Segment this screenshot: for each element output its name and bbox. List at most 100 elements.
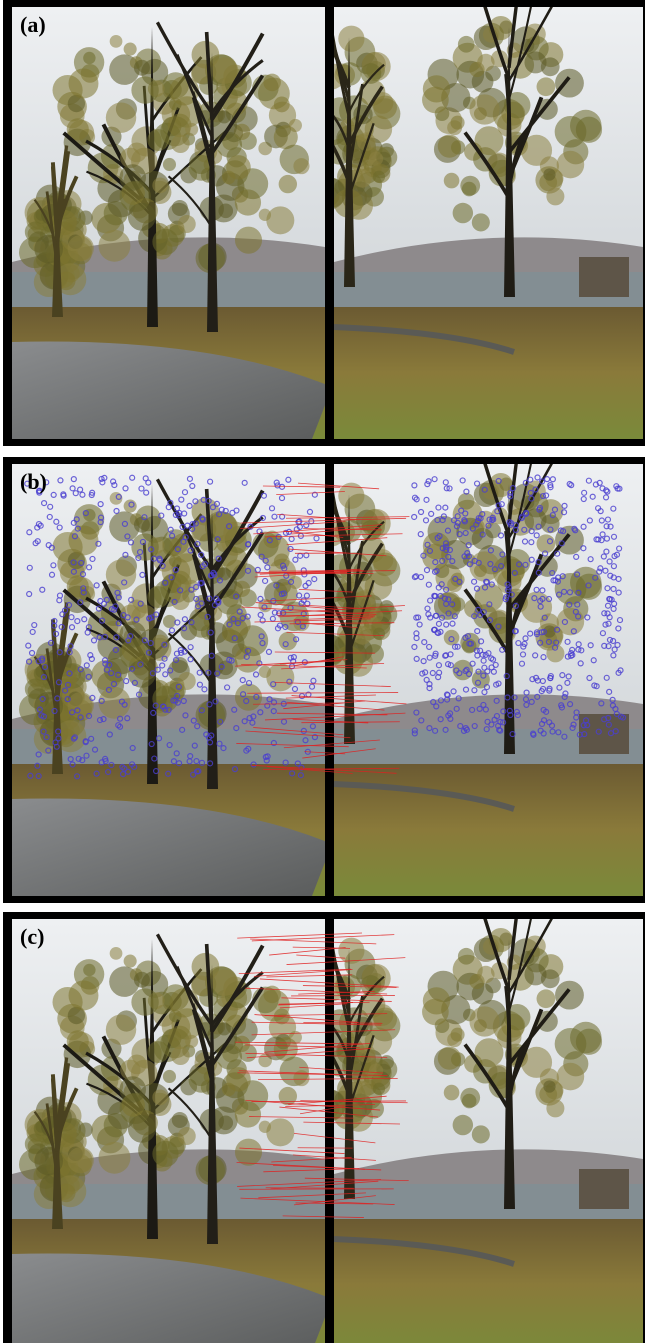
foliage (185, 123, 198, 136)
foliage (152, 1089, 168, 1105)
foliage (537, 989, 556, 1008)
foliage (458, 948, 475, 965)
foliage (546, 644, 564, 662)
foliage (259, 666, 271, 678)
foliage (259, 1121, 271, 1133)
panel: (a) (3, 0, 645, 446)
foliage (185, 1035, 198, 1048)
foliage (222, 628, 236, 642)
foliage (453, 203, 473, 223)
foliage (131, 988, 158, 1015)
foliage (235, 1139, 262, 1166)
building (579, 257, 629, 297)
building (579, 1169, 629, 1209)
foliage (524, 51, 546, 73)
foliage (110, 947, 123, 960)
foliage (444, 1085, 460, 1101)
foliage (555, 116, 587, 148)
foliage (422, 87, 449, 114)
foliage (222, 1083, 236, 1097)
foliage (474, 1019, 487, 1032)
foliage (178, 672, 196, 690)
photo (295, 908, 643, 1343)
foliage (124, 43, 137, 56)
foliage (546, 187, 564, 205)
foliage (171, 135, 189, 153)
foliage (222, 171, 236, 185)
foliage (438, 134, 461, 157)
foliage (451, 116, 465, 130)
foliage (131, 76, 158, 103)
foliage (279, 175, 297, 193)
photo (295, 0, 643, 439)
foliage (422, 999, 449, 1026)
foliage (259, 209, 271, 221)
foliage (185, 580, 198, 593)
foliage (555, 573, 587, 605)
foliage (546, 1099, 564, 1117)
foliage (557, 1063, 585, 1091)
match-line (291, 995, 395, 996)
foliage (373, 171, 385, 183)
panel-label: (c) (20, 924, 44, 949)
foliage (557, 608, 585, 636)
photo (12, 464, 332, 896)
foliage (128, 203, 156, 231)
foliage (373, 628, 385, 640)
foliage (460, 176, 480, 196)
foliage (124, 955, 137, 968)
ground (334, 1219, 643, 1343)
foliage (172, 200, 188, 216)
photo (12, 7, 332, 439)
foliage (537, 77, 556, 96)
foliage (444, 173, 460, 189)
foliage (106, 102, 136, 132)
foliage (119, 164, 146, 191)
foliage (460, 1088, 480, 1108)
foliage (524, 963, 546, 985)
foliage (444, 630, 460, 646)
foliage (147, 1041, 169, 1063)
foliage (152, 229, 178, 255)
foliage (263, 986, 281, 1004)
foliage (171, 592, 189, 610)
foliage (172, 1112, 188, 1128)
foliage (543, 625, 555, 637)
foliage (266, 206, 294, 234)
foliage (163, 615, 176, 628)
foliage (99, 1142, 131, 1174)
foliage (474, 564, 487, 577)
figure: (a) (b) (c) (0, 0, 645, 1343)
foliage (555, 981, 584, 1010)
foliage (163, 158, 176, 171)
foliage (217, 110, 230, 123)
foliage (69, 980, 99, 1010)
foliage (147, 586, 169, 608)
foliage (67, 1147, 93, 1173)
foliage (373, 95, 397, 119)
foliage (557, 151, 585, 179)
foliage (338, 26, 364, 52)
foliage (477, 966, 494, 983)
foliage (373, 1007, 397, 1031)
foliage (217, 1022, 230, 1035)
foliage (106, 559, 136, 589)
foliage (266, 1118, 294, 1146)
foliage (474, 107, 487, 120)
panel-label: (b) (20, 469, 47, 494)
foliage (128, 1115, 156, 1143)
foliage (477, 54, 494, 71)
foliage (263, 74, 281, 92)
foliage (555, 69, 584, 98)
foliage (543, 168, 555, 180)
foliage (127, 142, 147, 162)
foliage (472, 1125, 490, 1143)
foliage (178, 215, 196, 233)
panel: (c) (3, 908, 645, 1343)
foliage (472, 213, 490, 231)
foliage (163, 1070, 176, 1083)
foliage (274, 97, 290, 113)
foliage (453, 1115, 473, 1135)
foliage (235, 684, 262, 711)
foliage (106, 1014, 136, 1044)
